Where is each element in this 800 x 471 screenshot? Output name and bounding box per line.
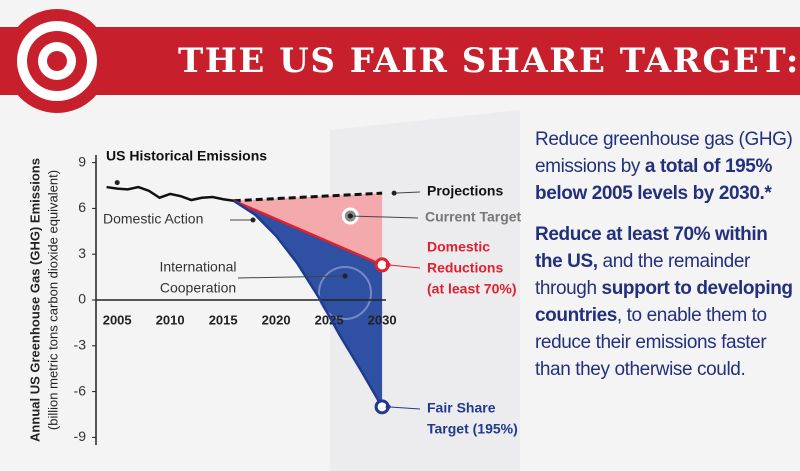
series-line (233, 199, 384, 408)
leader-line (388, 406, 421, 410)
paragraph: Reduce greenhouse gas (GHG) emissions by… (535, 126, 793, 207)
text-run: a total of 195% below 2005 levels by 203… (535, 156, 772, 204)
y-tick-label: 6 (78, 199, 86, 215)
y-tick-label: -3 (74, 336, 87, 352)
annotation: Domestic Action (103, 211, 203, 227)
leader-line (237, 275, 346, 279)
leader-line (394, 191, 421, 194)
globe-icon (318, 266, 372, 320)
x-tick-label: 2025 (315, 312, 344, 327)
series-label: Reductions (427, 260, 503, 276)
series-line (106, 185, 234, 203)
text-run: support to developing countries (535, 278, 793, 326)
leader-dot (347, 213, 353, 219)
target-bull (47, 51, 67, 71)
series-label: US Historical Emissions (106, 148, 267, 164)
text-run: and the remainder through (535, 251, 750, 299)
leader-dot (342, 273, 348, 279)
y-tick-label: 3 (78, 245, 86, 261)
series-label: Fair Share (427, 400, 496, 416)
y-tick-label: 9 (78, 153, 86, 169)
annotation: Cooperation (160, 280, 236, 296)
series-label: Domestic (427, 239, 490, 255)
y-tick-label: -9 (74, 428, 87, 444)
y-axis-label: (billion metric tons carbon dioxide equi… (45, 170, 60, 430)
x-tick-label: 2020 (262, 312, 291, 327)
x-tick-label: 2030 (368, 312, 397, 327)
text-run: Reduce greenhouse gas (GHG) emissions by (535, 129, 793, 177)
leader-dot (250, 217, 256, 223)
target-label: Current Target (425, 209, 522, 225)
y-tick-label: -6 (74, 382, 87, 398)
area (233, 200, 383, 407)
text-run: Reduce at least 70% within the US, (535, 224, 768, 272)
start-dot (114, 180, 120, 186)
title: THE US FAIR SHARE TARGET: (178, 41, 800, 81)
series-label: Projections (427, 183, 503, 199)
leader-line (350, 215, 419, 219)
text-run: , to enable them to reduce their emissio… (535, 305, 767, 380)
series-label: (at least 70%) (427, 281, 516, 297)
paragraph: Reduce at least 70% within the US, and t… (535, 221, 793, 383)
x-tick-label: 2005 (103, 312, 132, 327)
series-line (233, 191, 383, 203)
leader-dot (391, 190, 397, 196)
y-axis-label: Annual US Greenhouse Gas (GHG) Emissions (27, 158, 42, 442)
series-line (233, 199, 383, 267)
leader-dot (385, 404, 391, 410)
y-tick-label: 0 (78, 291, 86, 307)
annotation: International (159, 259, 236, 275)
x-tick-label: 2010 (156, 312, 185, 327)
series-label: Target (195%) (427, 421, 518, 437)
x-tick-label: 2015 (209, 312, 238, 327)
leader-line (388, 264, 421, 269)
banner (0, 27, 800, 95)
leader-dot (385, 262, 391, 268)
copy: Reduce greenhouse gas (GHG) emissions by… (535, 126, 793, 397)
